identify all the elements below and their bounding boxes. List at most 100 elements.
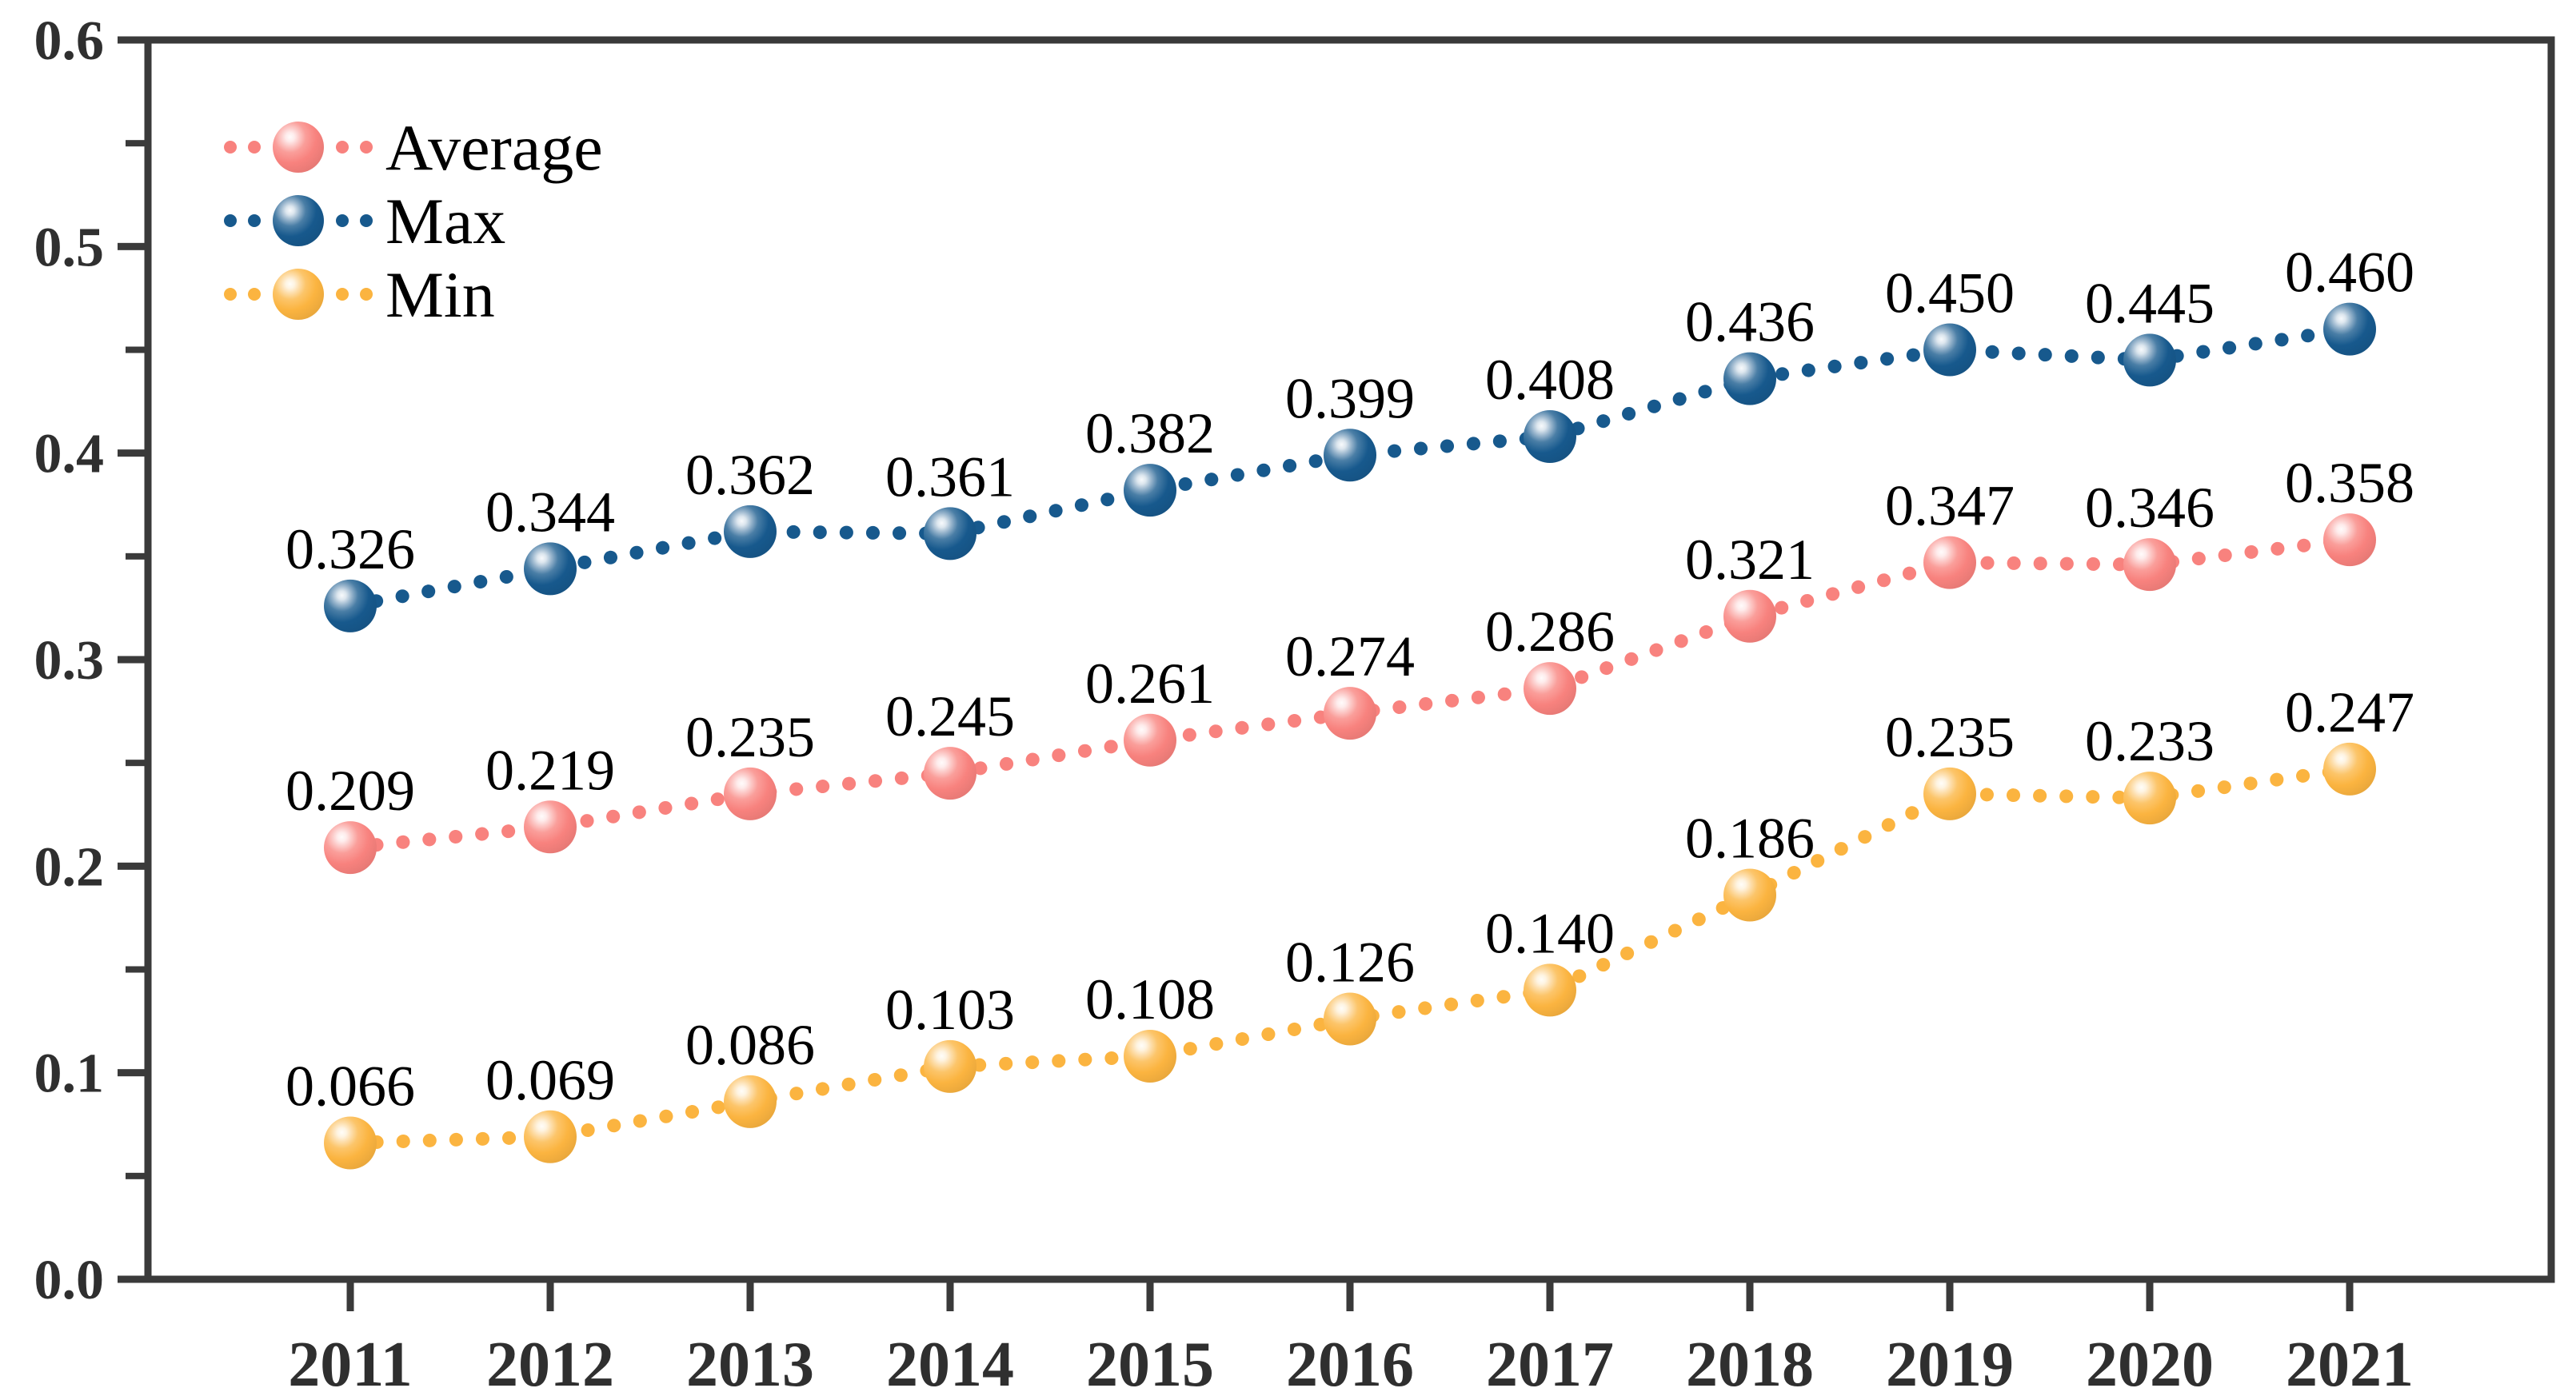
x-major-tick [1946,1281,1954,1311]
data-point-marker [1524,662,1576,716]
y-axis-tick-label: 0.3 [34,630,105,692]
data-point-label: 0.326 [286,517,415,581]
legend-line-dot [248,214,261,227]
y-axis-tick-label: 0.2 [34,836,105,898]
data-point-label: 0.140 [1485,901,1615,965]
y-minor-tick [126,552,148,560]
x-major-tick [546,1281,554,1311]
x-major-tick [2346,1281,2354,1311]
data-point-label: 0.445 [2085,271,2215,335]
y-major-tick [118,449,148,457]
data-point-label: 0.108 [1085,967,1215,1031]
data-point-label: 0.066 [286,1055,415,1119]
x-major-tick [746,1281,754,1311]
data-point-marker [1124,464,1176,517]
y-major-tick [118,36,148,44]
y-major-tick [118,1275,148,1283]
x-major-tick [946,1281,954,1311]
data-point-marker [724,505,777,558]
x-major-tick [1146,1281,1154,1311]
data-point-marker [524,800,577,854]
data-point-marker [1723,589,1776,643]
data-point-label: 0.235 [685,705,815,769]
legend-line-dot [336,214,349,227]
data-point-marker [1723,868,1776,922]
data-point-label: 0.361 [885,445,1015,509]
y-major-tick [118,656,148,664]
y-minor-tick [126,966,148,973]
legend-entry-average: Average [224,111,603,184]
legend-line-dot [360,214,373,227]
x-major-tick [346,1281,354,1311]
data-point-label: 0.344 [485,480,615,544]
data-point-marker [2123,333,2176,387]
y-axis: 0.0 0.1 0.2 0.3 0.4 0.5 0.6 [34,10,148,1311]
data-point-marker [324,1116,377,1170]
data-point-label: 0.382 [1085,401,1215,465]
bottom-spine [144,1275,2555,1283]
data-point-label: 0.245 [885,684,1015,748]
x-axis-tick-label: 2015 [1086,1330,1214,1400]
legend-line-dot [248,141,261,154]
series-average: 0.209 0.219 0.235 0.245 0.261 0.274 0.286 0.321… [286,451,2414,875]
series-max: 0.326 0.344 0.362 0.361 0.382 0.399 0.408 0.436… [286,241,2414,632]
data-point-marker [2323,742,2376,796]
x-axis-tick-label: 2011 [288,1330,413,1400]
legend-label: Average [385,111,603,184]
x-major-tick [1346,1281,1354,1311]
data-point-label: 0.460 [2285,241,2414,305]
legend-line-dot [360,288,373,301]
legend-line-dot [360,141,373,154]
data-point-marker [2123,538,2176,592]
data-point-label: 0.399 [1285,366,1415,430]
series-line [343,322,2357,613]
data-point-marker [324,821,377,875]
data-point-label: 0.235 [1885,705,2015,769]
data-point-marker [924,507,976,560]
data-point-label: 0.436 [1685,290,1815,354]
data-point-label: 0.450 [1885,261,2015,325]
y-axis-tick-label: 0.4 [34,424,105,485]
legend-label: Min [385,258,495,331]
legend-marker-sphere [273,195,324,246]
x-axis: 2011 2012 2013 2014 2015 2016 2017 2018 2019 2020… [288,1281,2414,1400]
data-point-label: 0.219 [485,738,615,802]
data-point-marker [1923,767,1976,820]
top-spine [144,36,2555,44]
series-min: 0.066 0.069 0.086 0.103 0.108 0.126 0.140 0.186… [286,680,2414,1170]
data-point-marker [1124,713,1176,767]
data-point-marker [1524,410,1576,463]
data-point-marker [924,1039,976,1093]
data-point-label: 0.209 [286,759,415,823]
data-point-label: 0.321 [1685,528,1815,592]
data-point-label: 0.186 [1685,807,1815,871]
data-point-marker [524,1110,577,1163]
x-major-tick [1746,1281,1754,1311]
data-point-marker [1324,992,1376,1046]
y-major-tick [118,242,148,250]
y-axis-tick-label: 0.1 [34,1043,105,1105]
data-point-marker [1923,323,1976,377]
y-minor-tick [126,346,148,353]
x-axis-tick-label: 2014 [886,1330,1014,1400]
data-point-marker [1923,536,1976,589]
legend-line-dot [336,288,349,301]
legend-line-dot [224,141,237,154]
data-point-label: 0.126 [1285,931,1415,995]
data-point-label: 0.286 [1485,600,1615,664]
legend-entry-max: Max [224,185,505,257]
y-major-tick [118,862,148,870]
data-point-marker [2123,772,2176,825]
x-axis-tick-label: 2013 [686,1330,814,1400]
x-axis-tick-label: 2020 [2086,1330,2214,1400]
legend-line-dot [248,288,261,301]
data-point-marker [1524,963,1576,1017]
data-point-marker [924,747,976,800]
y-axis-tick-label: 0.6 [34,10,105,72]
legend-entry-min: Min [224,258,495,331]
y-minor-tick [126,760,148,767]
x-axis-tick-label: 2021 [2286,1330,2414,1400]
data-point-marker [524,542,577,596]
